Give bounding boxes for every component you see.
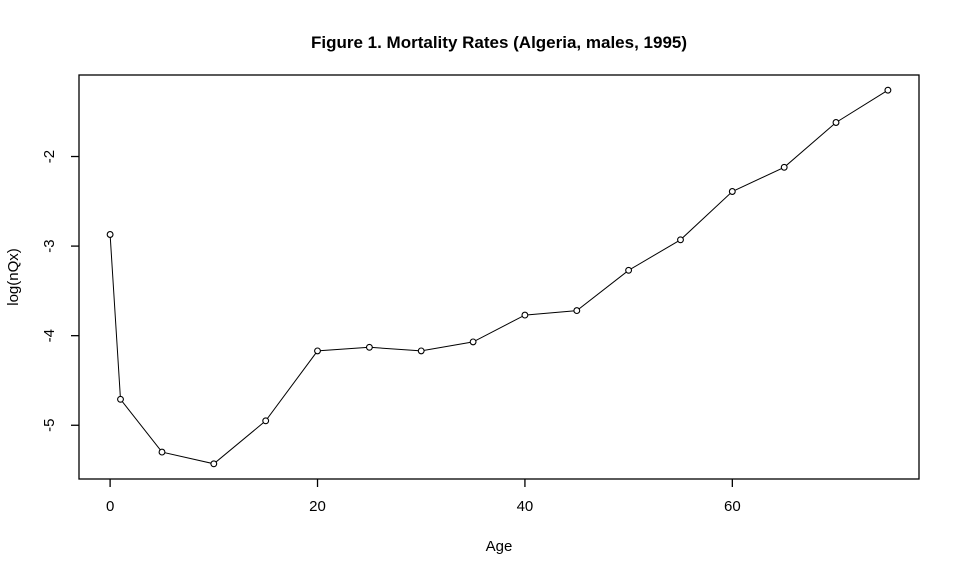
plot-area: 0 20 40 60 -5 -4 -3 -2 — [41, 74, 920, 515]
x-axis-label: Age — [486, 538, 513, 555]
plot-box — [78, 74, 920, 480]
data-point — [262, 417, 270, 425]
data-point — [625, 266, 633, 274]
y-tick-label: -4 — [41, 329, 58, 342]
x-tick-label: 60 — [724, 498, 741, 515]
x-tick-label: 40 — [517, 498, 534, 515]
y-axis-label: log(nQx) — [5, 248, 22, 306]
data-point — [677, 236, 684, 244]
data-point — [521, 311, 529, 319]
data-point — [469, 338, 477, 346]
data-point — [573, 307, 581, 315]
data-point — [884, 86, 892, 94]
data-point — [314, 347, 321, 355]
data-point — [117, 395, 124, 403]
data-point — [417, 347, 425, 355]
data-point — [158, 448, 166, 456]
x-tick-label: 0 — [106, 498, 114, 515]
data-point — [780, 163, 788, 171]
data-point — [832, 119, 840, 126]
chart-title: Figure 1. Mortality Rates (Algeria, male… — [311, 33, 687, 52]
data-point — [728, 188, 736, 195]
y-tick-label: -5 — [41, 419, 58, 432]
series-line — [109, 89, 889, 465]
y-tick-label: -2 — [41, 150, 58, 163]
x-tick-label: 20 — [309, 498, 326, 515]
data-point — [365, 343, 373, 351]
data-point — [106, 231, 114, 238]
data-point — [210, 460, 218, 468]
y-tick-label: -3 — [41, 239, 58, 252]
